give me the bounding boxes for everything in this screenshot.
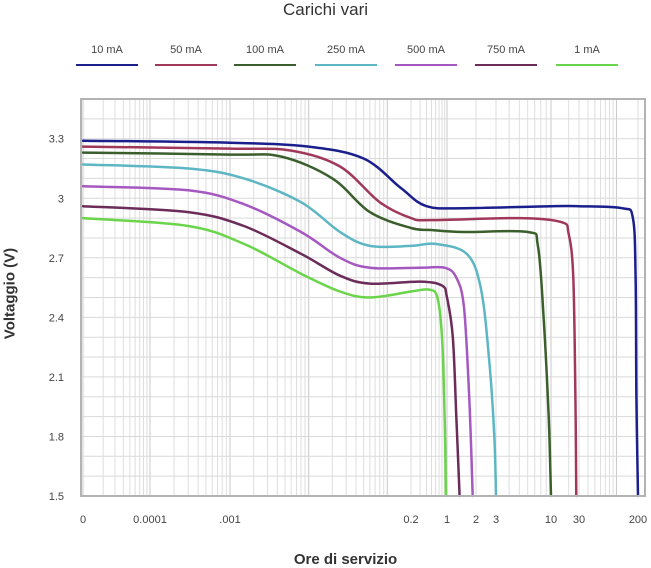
plot-frame [80, 98, 646, 497]
y-tick-label: 3 [58, 193, 64, 205]
y-axis-label: Voltaggio (V) [1, 247, 19, 340]
y-tick-label: 2.4 [49, 312, 64, 324]
x-tick-label: .001 [219, 514, 240, 526]
legend-item: 250 mA [315, 44, 377, 66]
series-line [81, 139, 640, 498]
legend-swatch [234, 64, 296, 66]
legend-item: 50 mA [155, 44, 217, 66]
y-tick-label: 1.5 [49, 491, 64, 503]
legend-label: 1 mA [574, 44, 600, 56]
legend: 10 mA 50 mA 100 mA 250 mA 500 mA 750 mA 1 mA [0, 44, 651, 74]
x-tick-label: 2 [473, 514, 479, 526]
legend-item: 750 mA [475, 44, 537, 66]
legend-item: 1 mA [556, 44, 618, 66]
series-lines [81, 139, 640, 498]
legend-item: 100 mA [234, 44, 296, 66]
x-tick-label: 30 [573, 514, 585, 526]
y-tick-labels: 3.3 3 2.7 2.4 2.1 1.8 1.5 [49, 134, 64, 503]
y-tick-label: 2.7 [49, 253, 64, 265]
legend-swatch [475, 64, 537, 66]
x-axis-label: Ore di servizio [293, 551, 398, 568]
y-tick-label: 1.8 [49, 431, 64, 443]
legend-label: 250 mA [327, 44, 365, 56]
x-tick-label: 10 [545, 514, 557, 526]
x-tick-label: 200 [629, 514, 647, 526]
legend-swatch [76, 64, 138, 66]
chart-title: Carichi vari [282, 0, 369, 19]
series-line [81, 185, 474, 498]
legend-label: 750 mA [487, 44, 525, 56]
legend-swatch [155, 64, 217, 66]
x-tick-label: 0.2 [403, 514, 418, 526]
legend-label: 10 mA [91, 44, 123, 56]
legend-label: 100 mA [246, 44, 284, 56]
y-tick-label: 2.1 [49, 372, 64, 384]
legend-label: 500 mA [407, 44, 445, 56]
y-tick-label: 3.3 [49, 134, 64, 146]
legend-swatch [556, 64, 618, 66]
legend-item: 10 mA [76, 44, 138, 66]
x-tick-label: 3 [493, 514, 499, 526]
x-tick-label: 1 [444, 514, 450, 526]
series-line [81, 216, 448, 498]
series-line [81, 163, 498, 498]
legend-item: 500 mA [395, 44, 457, 66]
series-line [81, 145, 578, 498]
x-tick-label: 0.0001 [133, 514, 167, 526]
x-tick-label: 0 [80, 514, 86, 526]
legend-swatch [315, 64, 377, 66]
legend-swatch [395, 64, 457, 66]
x-tick-labels: 0 0.0001 .001 0.2 1 2 3 10 30 200 [80, 514, 647, 526]
legend-label: 50 mA [170, 44, 202, 56]
series-line [81, 204, 461, 498]
series-line [81, 151, 553, 498]
